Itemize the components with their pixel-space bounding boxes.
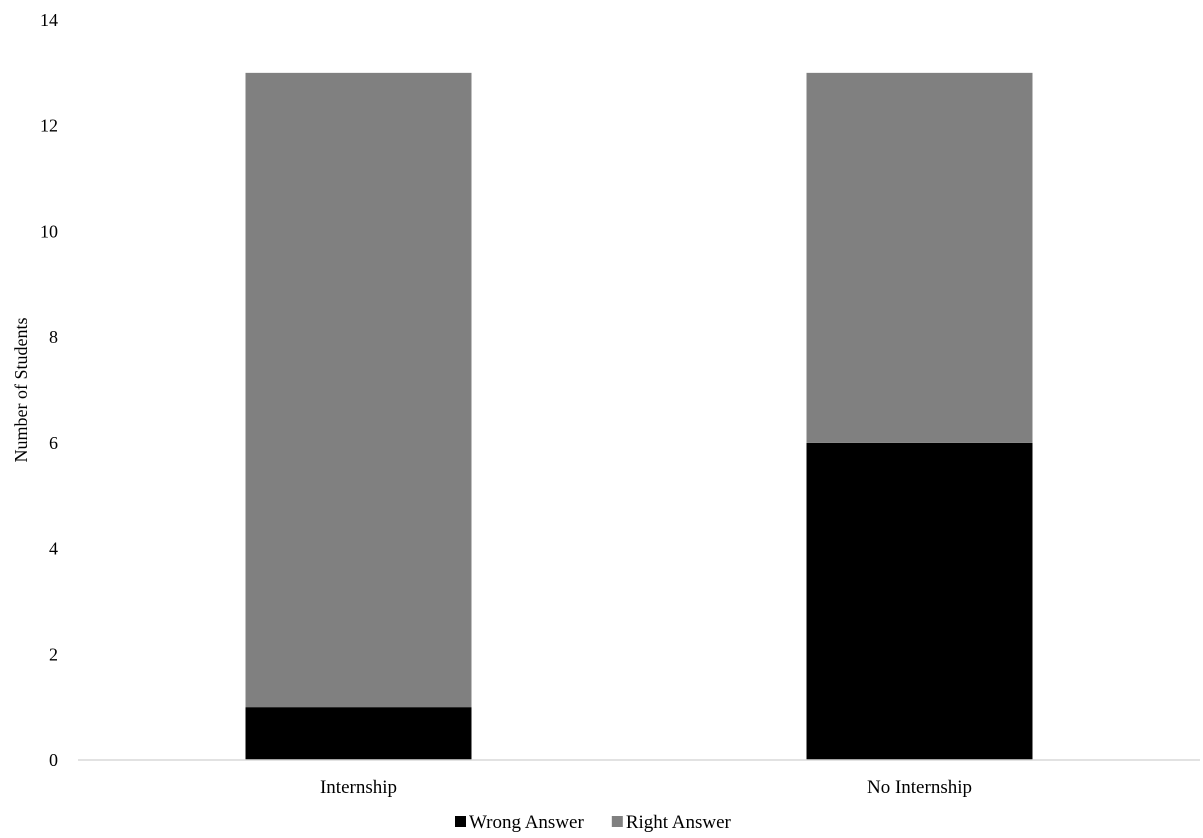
- y-tick-label: 10: [40, 221, 58, 241]
- y-tick-label: 8: [49, 327, 58, 347]
- y-tick-label: 4: [49, 539, 58, 559]
- y-axis-title: Number of Students: [11, 318, 31, 463]
- y-tick-label: 2: [49, 644, 58, 664]
- x-category-label: No Internship: [867, 777, 972, 798]
- y-tick-label: 6: [49, 433, 58, 453]
- x-axis-categories: Internship No Internship: [320, 777, 972, 798]
- y-axis-ticks: 0 2 4 6 8 10 12 14: [40, 10, 58, 770]
- legend-swatch: [455, 816, 466, 827]
- bar-wrong-answer: [806, 442, 1033, 760]
- legend-label: Right Answer: [626, 812, 732, 833]
- bar-wrong-answer: [245, 707, 472, 760]
- y-tick-label: 12: [40, 116, 58, 136]
- legend-label: Wrong Answer: [469, 812, 584, 833]
- bar-right-answer: [806, 72, 1033, 443]
- y-tick-label: 0: [49, 750, 58, 770]
- x-category-label: Internship: [320, 777, 397, 798]
- bars: [245, 72, 1033, 760]
- bar-right-answer: [245, 72, 472, 708]
- y-tick-label: 14: [40, 10, 58, 30]
- legend: Wrong Answer Right Answer: [455, 812, 732, 833]
- legend-swatch: [611, 816, 623, 827]
